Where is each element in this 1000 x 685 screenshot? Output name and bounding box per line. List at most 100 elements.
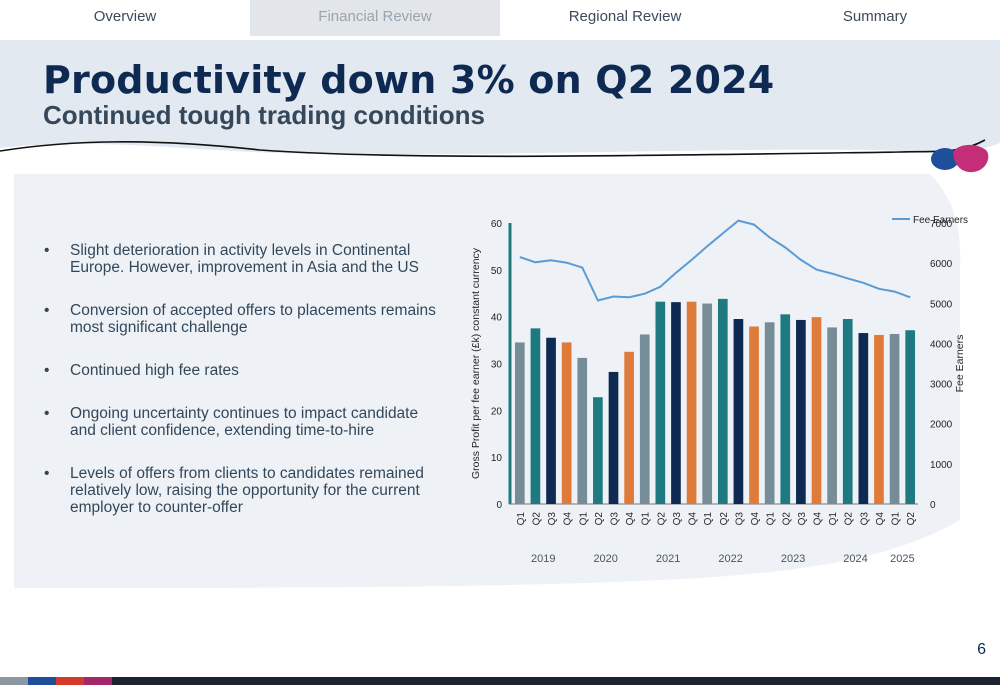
bullet-item: Conversion of accepted offers to placeme… (44, 302, 444, 336)
legend-label-fee-earners: Fee Earners (913, 215, 968, 226)
footer-segment-magenta (84, 677, 112, 685)
bar-11 (671, 302, 681, 504)
y-tick-label: 30 (491, 360, 503, 371)
year-label: 2020 (593, 553, 617, 565)
year-label: 2019 (531, 553, 555, 565)
y2-tick-label: 0 (930, 500, 936, 511)
bar-2 (530, 328, 541, 504)
x-tick-label: Q2 (719, 512, 730, 526)
x-tick-label: Q1 (578, 512, 589, 526)
header-band (0, 40, 1000, 173)
x-tick-label: Q2 (906, 512, 917, 526)
x-tick-label: Q3 (734, 512, 745, 526)
y-tick-label: 50 (491, 266, 503, 277)
y2-tick-label: 7000 (930, 219, 953, 230)
x-tick-label: Q3 (797, 512, 808, 526)
bar-20 (811, 317, 822, 504)
tab-summary[interactable]: Summary (842, 8, 908, 25)
tab-overview[interactable]: Overview (93, 8, 157, 25)
nav-tabs: Overview Financial Review Regional Revie… (0, 0, 1000, 36)
year-label: 2023 (781, 553, 805, 565)
y2-tick-label: 3000 (930, 380, 953, 391)
year-label: 2025 (890, 553, 914, 565)
page-title: Productivity down 3% on Q2 2024 (43, 58, 775, 102)
bullet-item: Levels of offers from clients to candida… (44, 465, 444, 516)
x-tick-label: Q3 (859, 512, 870, 526)
footer-segment-blue (28, 677, 56, 685)
bar-1 (514, 342, 525, 504)
bar-12 (686, 301, 697, 504)
x-tick-label: Q1 (766, 512, 777, 526)
footer-color-strip (0, 677, 1000, 685)
x-tick-label: Q3 (547, 512, 558, 526)
bar-13 (702, 303, 713, 504)
x-tick-label: Q1 (828, 512, 839, 526)
bar-22 (842, 319, 853, 504)
bullet-item: Ongoing uncertainty continues to impact … (44, 405, 444, 439)
header-band-fill (0, 40, 1000, 155)
x-tick-label: Q1 (703, 512, 714, 526)
bar-26 (905, 330, 916, 504)
x-tick-label: Q4 (625, 512, 636, 526)
decor-blob-navy (931, 148, 959, 170)
bar-7 (608, 371, 619, 504)
y2-tick-label: 6000 (930, 259, 953, 270)
x-tick-label: Q2 (844, 512, 855, 526)
x-tick-label: Q1 (516, 512, 527, 526)
x-tick-label: Q4 (563, 512, 574, 526)
bar-16 (749, 326, 759, 504)
x-tick-label: Q4 (875, 512, 886, 526)
y-tick-label: 0 (496, 500, 502, 511)
y2-tick-label: 1000 (930, 460, 953, 471)
y2-tick-label: 4000 (930, 339, 953, 350)
y-tick-label: 60 (491, 219, 503, 230)
tab-financial-review[interactable]: Financial Review (250, 0, 500, 36)
y2-axis-title: Fee Earners (954, 335, 966, 393)
x-tick-label: Q3 (672, 512, 683, 526)
bullet-list: Slight deterioration in activity levels … (44, 242, 444, 542)
page-subtitle: Continued tough trading conditions (43, 100, 485, 130)
bar-14 (717, 298, 728, 504)
bar-5 (577, 357, 588, 504)
decor-blob-magenta (953, 144, 989, 173)
footer-segment-grey (0, 677, 28, 685)
bar-17 (764, 322, 775, 504)
header-wave-line (0, 139, 986, 158)
bar-10 (655, 301, 666, 504)
x-tick-label: Q4 (750, 512, 761, 526)
y2-tick-label: 5000 (930, 299, 953, 310)
bar-9 (639, 334, 650, 504)
footer-segment-dark (112, 677, 1000, 685)
bar-25 (889, 333, 900, 504)
bullet-item: Continued high fee rates (44, 362, 444, 379)
y-tick-label: 40 (491, 313, 503, 324)
bar-24 (874, 334, 884, 504)
year-label: 2022 (718, 553, 742, 565)
x-tick-label: Q4 (688, 512, 699, 526)
bar-23 (858, 333, 869, 504)
bar-21 (827, 327, 837, 504)
x-tick-label: Q1 (891, 512, 902, 526)
bar-19 (796, 319, 806, 504)
x-tick-label: Q2 (531, 512, 542, 526)
bar-8 (624, 351, 634, 504)
fee-earners-line (519, 219, 911, 302)
bar-4 (561, 342, 572, 504)
x-tick-label: Q2 (781, 512, 792, 526)
y-tick-label: 10 (491, 453, 503, 464)
bullet-item: Slight deterioration in activity levels … (44, 242, 444, 276)
bar-15 (733, 319, 744, 504)
footer-segment-red (56, 677, 84, 685)
bar-6 (593, 397, 603, 504)
x-tick-label: Q3 (610, 512, 621, 526)
y-tick-label: 20 (491, 406, 503, 417)
y-axis-title: Gross Profit per fee earner (£k) constan… (470, 247, 482, 479)
x-tick-label: Q1 (641, 512, 652, 526)
year-label: 2021 (656, 553, 680, 565)
x-tick-label: Q4 (813, 512, 824, 526)
x-tick-label: Q2 (594, 512, 605, 526)
x-tick-label: Q2 (656, 512, 667, 526)
page-number: 6 (977, 641, 986, 658)
tab-regional-review[interactable]: Regional Review (568, 8, 682, 25)
bar-3 (546, 337, 556, 504)
